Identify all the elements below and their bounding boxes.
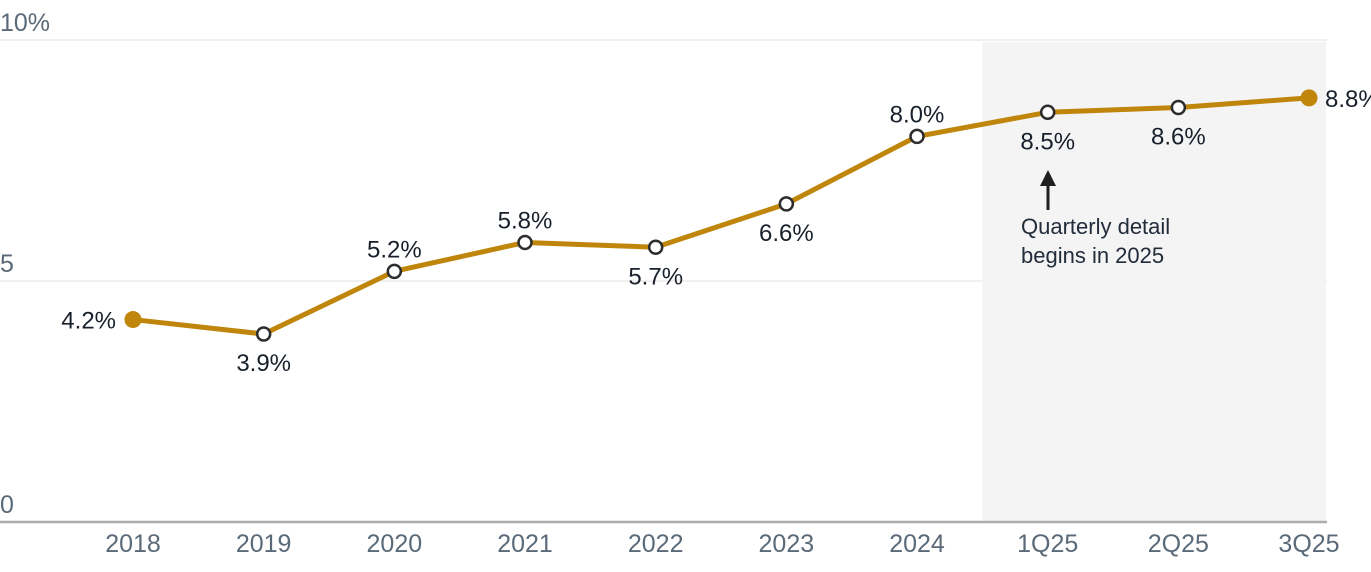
x-tick-label: 2022 <box>627 530 684 558</box>
arrow-up-icon <box>1036 168 1060 212</box>
annotation-line1: Quarterly detail <box>1021 214 1171 239</box>
data-point-marker[interactable] <box>386 263 403 280</box>
data-point-label: 6.6% <box>759 220 814 247</box>
x-tick-label: 2018 <box>105 530 161 558</box>
data-point-marker[interactable] <box>1039 104 1056 121</box>
data-point-label: 8.0% <box>890 101 945 128</box>
x-tick-label: 2024 <box>889 530 945 558</box>
y-tick-label: 5 <box>0 250 14 278</box>
data-point-label: 8.8% <box>1325 86 1371 113</box>
data-point-label: 8.6% <box>1151 123 1206 150</box>
data-point-marker[interactable] <box>909 128 925 145</box>
data-point-label: 8.5% <box>1020 128 1075 155</box>
y-tick-label: 0 <box>0 491 14 519</box>
annotation-line2: begins in 2025 <box>1021 243 1165 268</box>
data-point-marker[interactable] <box>124 311 142 329</box>
data-point-marker[interactable] <box>1170 99 1187 116</box>
x-tick-label: 3Q25 <box>1278 530 1340 558</box>
x-tick-label: 2019 <box>235 530 292 558</box>
data-point-label: 3.9% <box>236 350 291 377</box>
data-point-marker[interactable] <box>255 326 272 342</box>
x-tick-label: 2021 <box>497 530 553 558</box>
data-point-label: 5.2% <box>367 236 422 263</box>
data-point-label: 4.2% <box>61 308 116 335</box>
series-line <box>130 95 1312 337</box>
data-point-marker[interactable] <box>1300 89 1318 107</box>
annotation: Quarterly detail begins in 2025 <box>1021 212 1170 270</box>
data-point-marker[interactable] <box>778 196 795 212</box>
x-tick-label: 2020 <box>366 530 423 558</box>
y-tick-label: 10% <box>0 9 51 37</box>
x-tick-label: 1Q25 <box>1017 530 1079 558</box>
data-point-label: 5.7% <box>628 263 683 290</box>
data-point-marker[interactable] <box>647 239 664 256</box>
shaded-region <box>982 42 1326 521</box>
data-point-marker[interactable] <box>517 234 533 251</box>
x-tick-label: 2023 <box>758 530 815 558</box>
data-point-label: 5.8% <box>498 207 553 234</box>
x-tick-label: 2Q25 <box>1147 530 1209 558</box>
